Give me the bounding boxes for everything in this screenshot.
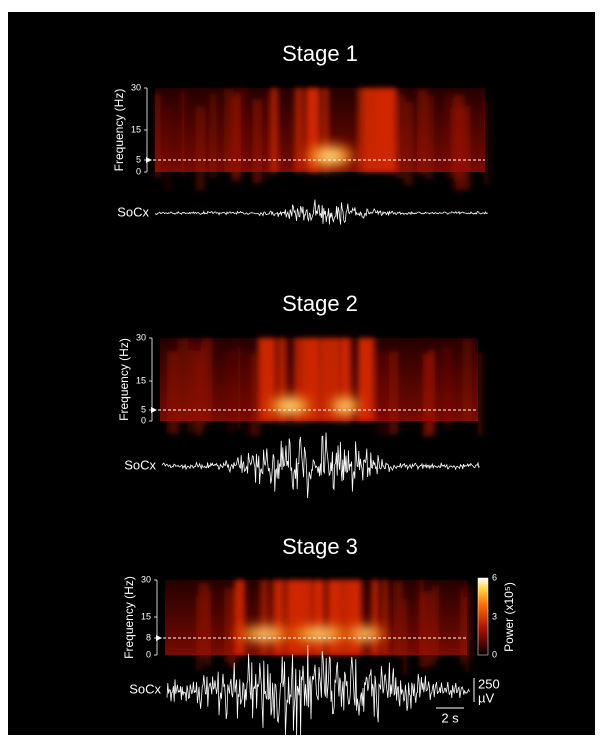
amplitude-scale-unit: µV	[478, 690, 494, 705]
y-tick-label: 15	[136, 375, 146, 385]
streak	[431, 585, 439, 660]
y-tick-label: 15	[141, 611, 151, 621]
y-tick-label: 30	[136, 332, 146, 342]
streak	[251, 353, 260, 436]
hot-spot	[340, 624, 390, 644]
streak	[196, 595, 202, 670]
y-axis-label: Frequency (Hz)	[122, 576, 136, 659]
streak	[364, 88, 372, 172]
streak	[417, 90, 428, 174]
streak	[403, 600, 408, 675]
streak	[477, 352, 482, 435]
streak	[201, 338, 212, 421]
spectrogram-hot	[300, 142, 360, 170]
hot-spot	[300, 142, 360, 170]
streak	[234, 93, 241, 177]
streak	[236, 580, 242, 655]
time-scale-label: 2 s	[441, 710, 459, 725]
y-axis-label: Frequency (Hz)	[112, 89, 126, 172]
streak	[372, 580, 378, 655]
y-tick-label: 8	[146, 632, 151, 642]
y-tick-label: 15	[131, 124, 141, 134]
streak	[459, 106, 470, 190]
y-tick-label: 5	[136, 154, 141, 164]
streak	[383, 580, 387, 655]
streak	[196, 106, 206, 190]
y-tick-label: 5	[141, 404, 146, 414]
streak	[227, 351, 234, 434]
hot-spot	[325, 394, 365, 418]
streak	[292, 580, 304, 655]
streak	[210, 94, 217, 178]
streak	[443, 345, 453, 428]
streak	[333, 580, 340, 655]
streak	[155, 94, 161, 178]
colorbar-tick-label: 3	[492, 611, 497, 621]
amplitude-scale-label: 250	[478, 676, 500, 691]
streak	[484, 101, 489, 185]
figure: Stage 1301550Frequency (Hz)SoCxStage 230…	[0, 0, 603, 747]
streak	[462, 585, 473, 660]
panel-title: Stage 3	[282, 534, 358, 559]
streak	[377, 352, 389, 435]
streak	[427, 352, 435, 435]
streak	[252, 99, 262, 183]
streak	[345, 580, 349, 655]
y-axis-label: Frequency (Hz)	[117, 338, 131, 421]
y-tick-label: 0	[136, 166, 141, 176]
panel-title: Stage 1	[282, 41, 358, 66]
colorbar-label: Power (x10⁵)	[502, 582, 516, 652]
streak	[224, 588, 235, 663]
spectrogram-hot	[230, 624, 390, 644]
streak	[271, 88, 278, 172]
colorbar-tick-label: 6	[492, 572, 497, 582]
colorbar-tick-label: 0	[492, 649, 497, 659]
streak	[237, 347, 241, 430]
streak	[393, 581, 403, 656]
trace-label: SoCx	[129, 681, 161, 696]
streak	[349, 580, 359, 655]
streak	[382, 88, 386, 172]
y-tick-label: 0	[141, 415, 146, 425]
y-tick-label: 0	[146, 649, 151, 659]
streak	[404, 102, 413, 186]
y-tick-label: 30	[141, 574, 151, 584]
streak	[166, 106, 171, 190]
hot-spot	[262, 393, 318, 419]
streak	[386, 88, 394, 172]
streak	[419, 580, 424, 655]
streak	[206, 591, 211, 666]
streak	[452, 107, 461, 191]
streak	[462, 339, 472, 422]
trace-label: SoCx	[124, 457, 156, 472]
panel-title: Stage 2	[282, 291, 358, 316]
streak	[181, 91, 186, 175]
y-tick-label: 30	[131, 82, 141, 92]
streak	[276, 580, 284, 655]
colorbar	[478, 578, 488, 655]
streak	[389, 351, 398, 434]
trace-label: SoCx	[117, 204, 149, 219]
